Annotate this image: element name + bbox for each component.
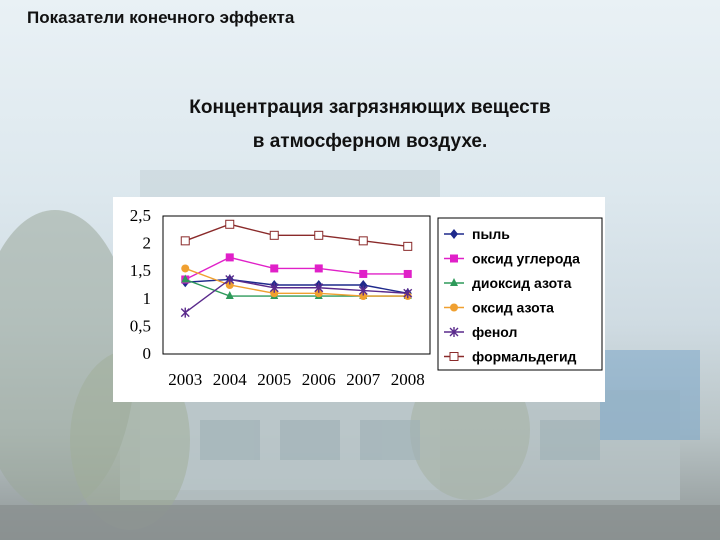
- y-tick-label: 2: [143, 234, 152, 253]
- line-chart: 0 0,5 1 1,5 2 2,5 2003 2004 2005 2006 2007 2008 пыль…: [130, 206, 603, 389]
- x-tick-label: 2008: [391, 370, 425, 389]
- series-line-1: [185, 278, 408, 294]
- slide-subtitle-line2: в атмосферном воздухе.: [252, 131, 488, 152]
- x-tick-label: 2003: [168, 370, 202, 389]
- legend-label: оксид азота: [472, 300, 554, 316]
- data-point-s6: [269, 230, 279, 240]
- series-line-2: [184, 256, 408, 281]
- slide-subtitle-line1: Концентрация загрязняющих веществ: [189, 97, 551, 118]
- series-line-4: [185, 267, 408, 297]
- legend-marker: [449, 352, 459, 361]
- data-point-s6: [403, 241, 413, 251]
- data-point-s4: [225, 281, 234, 289]
- x-tick-label: 2007: [346, 370, 381, 389]
- data-point-s2: [225, 253, 234, 262]
- data-point-s2: [270, 264, 279, 273]
- y-tick-label: 2,5: [130, 206, 151, 225]
- series-line-6: [185, 223, 408, 248]
- data-point-s3: [181, 274, 190, 283]
- legend-marker: [449, 327, 459, 337]
- data-point-s6: [225, 219, 235, 229]
- data-point-s5: [314, 282, 324, 293]
- legend-label: формальдегид: [472, 349, 577, 365]
- data-point-s2: [359, 269, 368, 278]
- x-tick-label: 2006: [302, 370, 336, 389]
- data-point-s5: [358, 285, 368, 296]
- y-tick-label: 0,5: [130, 316, 151, 335]
- chart-panel: 0 0,5 1 1,5 2 2,5 2003 2004 2005 2006 2007 2008 пыль…: [113, 197, 605, 402]
- data-point-s5: [269, 282, 279, 293]
- series-line-5: [184, 278, 408, 314]
- data-point-s5: [403, 288, 413, 299]
- data-point-s6: [314, 230, 324, 240]
- data-point-s5: [225, 274, 235, 285]
- data-point-s3: [225, 291, 234, 300]
- y-tick-label: 0: [143, 344, 152, 363]
- data-point-s4: [359, 292, 368, 301]
- slide-heading: Показатели конечного эффекта: [27, 8, 295, 27]
- data-point-s4: [181, 264, 190, 273]
- data-point-s4: [270, 289, 279, 298]
- legend-marker: [450, 303, 458, 312]
- data-point-s4: [314, 289, 323, 298]
- legend-marker: [450, 229, 458, 239]
- data-point-s6: [358, 236, 368, 246]
- legend-marker: [450, 254, 458, 263]
- legend-label: фенол: [472, 324, 517, 340]
- legend-box: [437, 217, 603, 371]
- legend-label: оксид углерода: [472, 251, 580, 267]
- x-tick-label: 2005: [257, 370, 291, 389]
- legend-marker: [450, 278, 458, 286]
- data-point-s1: [359, 280, 368, 290]
- y-tick-label: 1: [143, 289, 152, 308]
- legend-label: пыль: [472, 226, 510, 242]
- legend-label: диоксид азота: [472, 275, 572, 291]
- plot-area-frame: [162, 215, 431, 355]
- data-point-s2: [403, 269, 412, 278]
- y-tick-label: 1,5: [130, 261, 151, 280]
- data-point-s5: [180, 307, 190, 318]
- x-tick-label: 2004: [213, 370, 248, 389]
- data-point-s6: [180, 236, 190, 246]
- data-point-s2: [314, 264, 323, 273]
